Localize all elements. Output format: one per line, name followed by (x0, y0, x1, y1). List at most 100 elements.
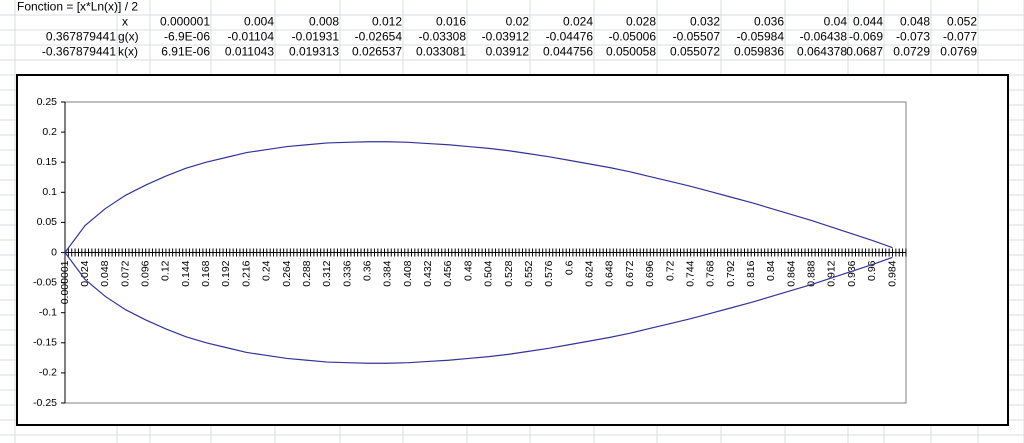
x-tick-label: 0.84 (765, 260, 777, 281)
x-tick-label: 0.264 (281, 260, 293, 286)
y-tick-label: 0 (51, 246, 57, 258)
cell: 0.016 (436, 15, 466, 29)
cell: -0.01931 (292, 30, 340, 44)
x-tick-label: 0.408 (402, 260, 414, 286)
cell: 6.91E-06 (161, 45, 210, 59)
cell: 0.059836 (734, 45, 784, 59)
x-tick-label: 0.384 (382, 260, 394, 286)
x-tick-label: 0.216 (240, 260, 252, 286)
x-tick-label: 0.888 (806, 260, 818, 286)
x-tick-label: 0.456 (442, 260, 454, 286)
cell: 0.367879441 (46, 30, 116, 44)
x-tick-label: 0.36 (362, 260, 374, 281)
cell: -0.05507 (673, 30, 721, 44)
y-tick-label: 0.15 (37, 156, 58, 168)
x-tick-label: 0.48 (462, 260, 474, 281)
cell: -0.01104 (228, 30, 275, 44)
cell: 0.0687 (846, 45, 883, 59)
series-line (64, 141, 893, 253)
cell: 0.055072 (670, 45, 720, 59)
cell: 0.000001 (160, 15, 210, 29)
cell: 0.004 (244, 15, 274, 29)
cell: 0.011043 (225, 45, 274, 59)
y-tick-label: 0.1 (42, 186, 57, 198)
x-tick-label: 0.312 (321, 260, 333, 286)
x-tick-label: 0.504 (483, 260, 495, 286)
x-tick-label: 0.816 (745, 260, 757, 286)
x-tick-label: 0.288 (301, 260, 313, 286)
x-tick-label: 0.168 (200, 260, 212, 286)
y-tick-label: -0.2 (39, 367, 57, 379)
x-tick-label: 0.432 (422, 260, 434, 286)
cell: 0.028 (626, 15, 656, 29)
cell: k(x) (118, 45, 138, 59)
cell: 0.033081 (416, 45, 466, 59)
x-tick-label: 0.672 (624, 260, 636, 286)
series-line (64, 252, 893, 364)
x-tick-label: 0.144 (180, 260, 192, 286)
cell: 0.008 (309, 15, 339, 29)
cell: 0.052 (947, 15, 977, 29)
cell: -0.06438 (800, 30, 848, 44)
x-tick-label: 0.192 (220, 260, 232, 286)
cell: g(x) (118, 30, 139, 44)
cell: 0.024 (563, 15, 593, 29)
x-tick-label: 0.24 (261, 260, 273, 281)
cell: 0.036 (754, 15, 784, 29)
x-tick-label: 0.024 (79, 260, 91, 286)
x-tick-label: 0.864 (785, 260, 797, 286)
sheet-title: Fonction = [x*Ln(x)] / 2 (17, 0, 138, 14)
cell: 0.050058 (606, 45, 656, 59)
cell: 0.032 (690, 15, 720, 29)
cell: -0.02654 (355, 30, 403, 44)
cell: -6.9E-06 (164, 30, 210, 44)
x-tick-label: 0.912 (826, 260, 838, 286)
x-tick-label: 0.936 (846, 260, 858, 286)
cell: -0.03912 (482, 30, 530, 44)
x-tick-label: 0.768 (705, 260, 717, 286)
x-tick-label: 0.048 (99, 260, 111, 286)
cell: 0.019313 (289, 45, 339, 59)
x-tick-label: 0.744 (684, 260, 696, 286)
y-tick-label: -0.25 (33, 397, 57, 409)
cell: 0.012 (372, 15, 402, 29)
x-tick-label: 0.552 (523, 260, 535, 286)
y-tick-label: -0.15 (33, 337, 57, 349)
cell: -0.03308 (419, 30, 467, 44)
x-tick-label: 0.6 (563, 260, 575, 275)
x-tick-label: 0.528 (503, 260, 515, 286)
cell: 0.03912 (486, 45, 530, 59)
x-tick-label: 0.12 (160, 260, 172, 281)
x-tick-label: 0.72 (664, 260, 676, 281)
y-tick-label: 0.2 (42, 126, 57, 138)
cell: -0.04476 (546, 30, 594, 44)
x-tick-label: 0.072 (119, 260, 131, 286)
cell: -0.367879441 (42, 45, 116, 59)
x-tick-label: 0.096 (140, 260, 152, 286)
x-tick-label: 0.336 (341, 260, 353, 286)
cell: 0.044 (853, 15, 883, 29)
x-tick-label: 0.984 (886, 260, 898, 286)
x-tick-label: 0.000001 (59, 260, 71, 304)
chart: -0.25 -0.2 -0.15 -0.1 -0.05 0 0.05 0.1 0.15 0.2 0.… (33, 96, 907, 409)
cell: -0.077 (943, 30, 977, 44)
x-tick-label: 0.624 (584, 260, 596, 286)
cell: -0.05006 (609, 30, 657, 44)
cell: 0.0769 (940, 45, 977, 59)
cell: 0.044756 (543, 45, 593, 59)
cell: 0.026537 (352, 45, 402, 59)
cell: 0.02 (506, 15, 530, 29)
x-tick-label: 0.696 (644, 260, 656, 286)
cell: 0.0729 (893, 45, 930, 59)
cell: 0.064378 (797, 45, 847, 59)
cell: 0.048 (900, 15, 930, 29)
y-tick-label: 0.05 (37, 216, 58, 228)
x-tick-label: 0.576 (543, 260, 555, 286)
y-tick-label: -0.1 (39, 306, 57, 318)
cell: -0.069 (849, 30, 883, 44)
y-tick-label: -0.05 (33, 276, 57, 288)
cell: -0.05984 (737, 30, 785, 44)
cell: -0.073 (896, 30, 930, 44)
y-tick-label: 0.25 (37, 96, 58, 108)
